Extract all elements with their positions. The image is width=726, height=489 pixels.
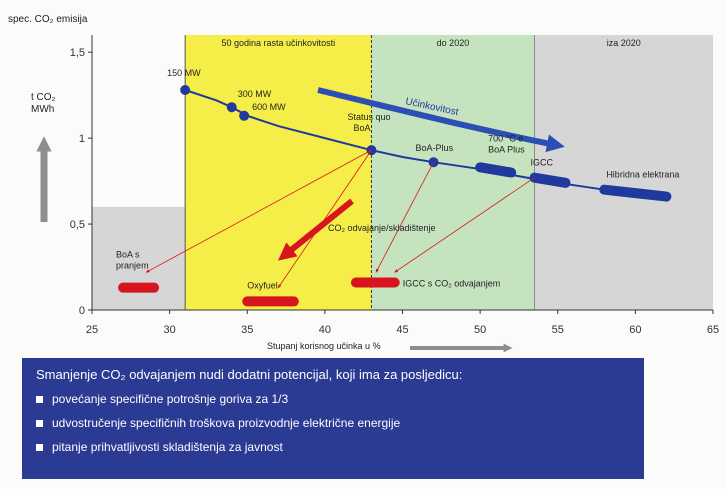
point-label: BoA bbox=[353, 123, 370, 133]
x-tick-label: 40 bbox=[319, 324, 331, 336]
info-bullet-item: pitanje prihvatljivosti skladištenja za … bbox=[36, 440, 632, 454]
x-tick-label: 45 bbox=[396, 324, 408, 336]
segment-label: IGCC bbox=[530, 158, 553, 168]
zone-band bbox=[534, 35, 713, 310]
x-tick-label: 30 bbox=[164, 324, 176, 336]
y-tick-label: 1,5 bbox=[70, 47, 85, 59]
leader-arrow-icon bbox=[277, 149, 372, 289]
square-bullet-icon bbox=[36, 443, 43, 451]
y-tick-label: 1 bbox=[79, 133, 85, 145]
point-label: 300 MW bbox=[238, 89, 272, 99]
leader-arrow-icon bbox=[145, 149, 372, 273]
zone-label: 50 godina rasta učinkovitosti bbox=[222, 38, 336, 48]
zone-label: do 2020 bbox=[437, 38, 470, 48]
info-bullet-text: pitanje prihvatljivosti skladištenja za … bbox=[52, 440, 283, 454]
square-bullet-icon bbox=[36, 419, 43, 427]
data-point bbox=[226, 102, 237, 113]
point-label: Status quo bbox=[347, 112, 390, 122]
segment-label: BoA Plus bbox=[488, 144, 525, 154]
x-axis-title: Stupanj korisnog učinka u % bbox=[267, 341, 381, 351]
capture-label: IGCC s CO₂ odvajanjem bbox=[403, 279, 501, 289]
square-bullet-icon bbox=[36, 395, 43, 403]
info-bullet-item: udvostručenje specifičnih troškova proiz… bbox=[36, 416, 632, 430]
point-label: 600 MW bbox=[252, 102, 286, 112]
leader-arrow-icon bbox=[375, 162, 434, 273]
data-point bbox=[239, 110, 250, 121]
capture-label: pranjem bbox=[116, 261, 149, 271]
capture-main-label: CO₂ odvajanje/skladištenje bbox=[328, 223, 436, 233]
x-tick-label: 65 bbox=[707, 324, 719, 336]
info-bullet-text: udvostručenje specifičnih troškova proiz… bbox=[52, 416, 401, 430]
capture-zone-band bbox=[92, 206, 186, 310]
y-unit-line1: t CO₂ bbox=[31, 92, 56, 103]
capture-label: BoA s bbox=[116, 250, 140, 260]
y-tick-label: 0,5 bbox=[70, 219, 85, 231]
info-bullet-list: povećanje specifične potrošnje goriva za… bbox=[36, 392, 632, 454]
technology-segment bbox=[475, 162, 517, 178]
x-tick-label: 35 bbox=[241, 324, 253, 336]
x-tick-label: 60 bbox=[629, 324, 641, 336]
info-box: Smanjenje CO₂ odvajanjem nudi dodatni po… bbox=[22, 358, 644, 479]
segment-label: 700 °C e bbox=[488, 133, 523, 143]
y-axis-title: spec. CO₂ emisija bbox=[8, 14, 88, 25]
zone-label: iza 2020 bbox=[607, 38, 641, 48]
zone-band bbox=[185, 35, 372, 310]
capture-label: Oxyfuel bbox=[247, 280, 278, 290]
data-point bbox=[180, 85, 191, 95]
point-label: 150 MW bbox=[167, 68, 201, 78]
segment-label: Hibridna elektrana bbox=[606, 170, 679, 180]
y-tick-label: 0 bbox=[79, 305, 85, 317]
point-label: BoA-Plus bbox=[416, 143, 454, 153]
technology-segment bbox=[529, 172, 571, 188]
efficiency-arrow-icon bbox=[317, 87, 565, 153]
info-bullet-text: povećanje specifične potrošnje goriva za… bbox=[52, 392, 289, 406]
info-bullet-item: povećanje specifične potrošnje goriva za… bbox=[36, 392, 632, 406]
x-tick-label: 50 bbox=[474, 324, 486, 336]
leader-arrow-icon bbox=[394, 177, 535, 273]
x-tick-label: 55 bbox=[552, 324, 564, 336]
x-tick-label: 25 bbox=[86, 324, 98, 336]
info-title: Smanjenje CO₂ odvajanjem nudi dodatni po… bbox=[36, 367, 463, 382]
technology-segment bbox=[599, 184, 672, 202]
y-unit-line2: MWh bbox=[31, 104, 54, 115]
